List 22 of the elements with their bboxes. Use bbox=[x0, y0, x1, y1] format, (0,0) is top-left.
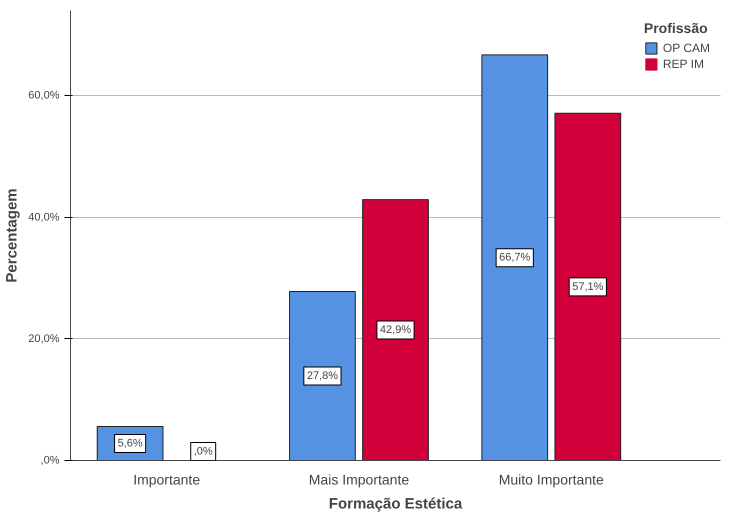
data-label: 42,9% bbox=[380, 324, 412, 336]
x-axis-title: Formação Estética bbox=[328, 496, 463, 512]
data-label: 27,8% bbox=[306, 370, 338, 382]
data-label: 66,7% bbox=[499, 252, 531, 264]
bar bbox=[481, 54, 548, 460]
x-tick-label: Mais Importante bbox=[308, 472, 410, 488]
legend-title: Profissão bbox=[644, 20, 709, 36]
y-axis-title: Percentagem bbox=[3, 188, 20, 283]
bar bbox=[554, 112, 622, 460]
data-label: 5,6% bbox=[118, 437, 143, 450]
y-tick-label: 40,0% bbox=[28, 211, 60, 224]
y-tick-label: 60,0% bbox=[28, 90, 60, 102]
y-tick-label: 20,0% bbox=[28, 332, 60, 345]
x-tick-label: Muito Importante bbox=[498, 472, 604, 488]
bar bbox=[289, 290, 356, 460]
bar bbox=[362, 199, 429, 460]
data-label: ,0% bbox=[194, 446, 213, 458]
legend-label: OP CAM bbox=[662, 41, 710, 55]
x-tick-label: Importante bbox=[133, 472, 200, 488]
data-label: 57,1% bbox=[572, 280, 604, 293]
y-tick-label: ,0% bbox=[40, 454, 60, 466]
legend-label: REP IM bbox=[662, 57, 704, 71]
